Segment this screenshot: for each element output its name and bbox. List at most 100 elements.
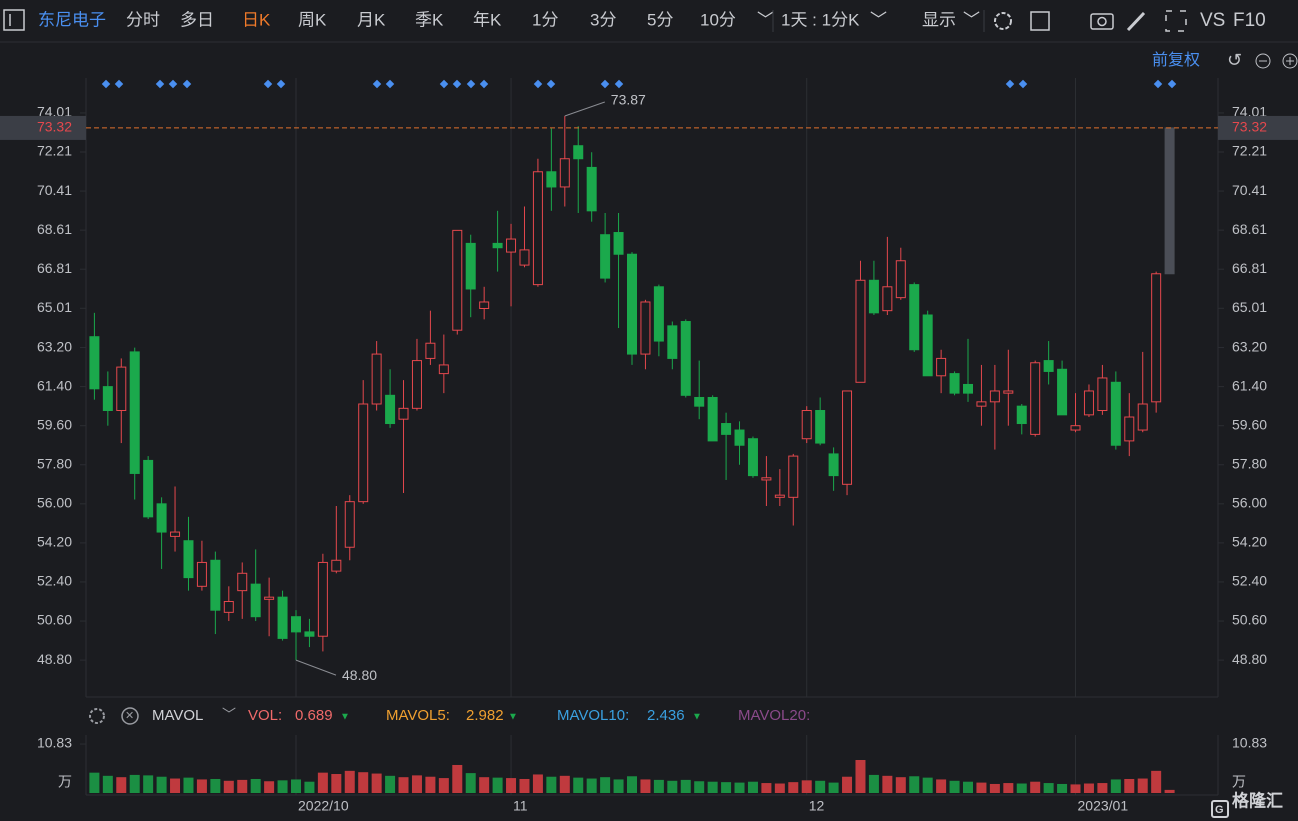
event-marker[interactable] xyxy=(452,79,462,89)
tab[interactable]: 3分 xyxy=(590,10,616,29)
x-tick-label: 2023/01 xyxy=(1078,798,1129,814)
y-tick-label-right: 63.20 xyxy=(1232,338,1267,354)
event-marker[interactable] xyxy=(155,79,165,89)
volume-bar xyxy=(774,783,785,793)
candle-body xyxy=(949,373,960,394)
vol-label: VOL: xyxy=(248,707,282,724)
event-marker[interactable] xyxy=(114,79,124,89)
volume-bar xyxy=(210,778,221,793)
event-marker[interactable] xyxy=(263,79,273,89)
volume-bar xyxy=(398,777,409,793)
candle-body xyxy=(1124,416,1135,442)
y-tick-label: 72.21 xyxy=(37,143,72,159)
candle-body xyxy=(371,353,382,405)
y-tick-label: 68.61 xyxy=(37,221,72,237)
tab[interactable]: 月K xyxy=(357,10,386,29)
ma-name: MAVOL10: xyxy=(557,707,629,724)
pencil-icon[interactable] xyxy=(1126,11,1146,32)
ma-name: MAVOL5: xyxy=(386,707,450,724)
indicator-close-x: ✕ xyxy=(125,710,134,722)
event-marker[interactable] xyxy=(182,79,192,89)
overlay-icon[interactable] xyxy=(1030,11,1050,31)
tab[interactable]: 周K xyxy=(298,10,327,29)
volume-bar xyxy=(559,775,570,793)
tab[interactable]: 日K xyxy=(242,10,271,29)
tab[interactable]: 5分 xyxy=(647,10,673,29)
candle-body xyxy=(143,459,154,518)
candle-body xyxy=(465,242,476,290)
volume-bar xyxy=(747,781,758,793)
v-tick-label: 10.83 xyxy=(37,735,72,751)
volume-bar xyxy=(237,779,248,793)
tab[interactable]: 年K xyxy=(473,10,502,29)
volume-bar xyxy=(922,777,933,793)
zoom-in[interactable] xyxy=(1282,53,1298,69)
candle-body xyxy=(304,631,315,637)
event-marker[interactable] xyxy=(479,79,489,89)
tab[interactable]: 1分 xyxy=(532,10,558,29)
event-marker[interactable] xyxy=(466,79,476,89)
candle-body xyxy=(358,403,369,503)
event-marker[interactable] xyxy=(385,79,395,89)
volume-bar xyxy=(680,779,691,793)
candle-body xyxy=(747,438,758,477)
event-marker[interactable] xyxy=(276,79,286,89)
chevron[interactable]: ﹀ xyxy=(222,707,236,723)
volume-bar xyxy=(546,776,557,793)
candle-body xyxy=(250,583,261,618)
period[interactable]: 1天 : 1分K xyxy=(781,10,860,29)
x-tick-label: 11 xyxy=(513,798,528,814)
volume-bar xyxy=(304,781,315,793)
volume-bar xyxy=(317,772,328,793)
candle-body xyxy=(291,616,301,633)
x-tick-label: 2022/10 xyxy=(298,798,349,814)
volume-bar xyxy=(385,775,396,793)
volume-bar xyxy=(465,773,476,793)
camera-icon[interactable] xyxy=(1090,13,1114,30)
candle-body xyxy=(170,531,181,537)
chevron[interactable]: ﹀ xyxy=(963,10,980,29)
candle-body xyxy=(895,260,906,299)
chevron[interactable]: ﹀ xyxy=(757,10,774,29)
y-tick-label-right: 52.40 xyxy=(1232,573,1267,589)
volume-bar xyxy=(250,778,261,793)
vs[interactable]: VS xyxy=(1200,10,1225,31)
volume-bar xyxy=(1164,789,1175,793)
tab[interactable]: 10分 xyxy=(700,10,736,29)
candle-body xyxy=(613,232,624,255)
chevron[interactable]: ﹀ xyxy=(870,10,887,29)
y-tick-label: 50.60 xyxy=(37,612,72,628)
volume-bar xyxy=(170,778,181,793)
f10[interactable]: F10 xyxy=(1233,10,1266,31)
candle-body xyxy=(653,286,664,342)
menu-icon[interactable] xyxy=(3,9,25,31)
indicator-close[interactable] xyxy=(121,707,139,725)
y-tick-label-right: 68.61 xyxy=(1232,221,1267,237)
event-marker[interactable] xyxy=(168,79,178,89)
event-marker[interactable] xyxy=(101,79,111,89)
display[interactable]: 显示 xyxy=(922,10,956,29)
down-arrow: ▼ xyxy=(508,712,518,723)
indicator-settings[interactable] xyxy=(89,708,105,724)
down-arrow: ▼ xyxy=(340,712,350,723)
y-tick-label: 52.40 xyxy=(37,573,72,589)
volume-bar xyxy=(344,770,355,793)
adjust[interactable]: 前复权 xyxy=(1152,51,1200,69)
expand-icon[interactable] xyxy=(1165,10,1187,32)
volume-bar xyxy=(102,775,113,793)
indicator-name[interactable]: MAVOL xyxy=(152,707,203,724)
candle-body xyxy=(506,238,517,253)
settings-icon[interactable] xyxy=(994,12,1012,30)
tab[interactable]: 季K xyxy=(415,10,444,29)
stock-name[interactable]: 东尼电子 xyxy=(38,10,106,29)
tab[interactable]: 分时 xyxy=(126,10,160,29)
candle-body xyxy=(586,166,597,212)
candle-body xyxy=(909,284,920,351)
y-tick-label-right: 59.60 xyxy=(1232,416,1267,432)
undo-icon[interactable]: ↺ xyxy=(1227,50,1242,70)
zoom-out[interactable] xyxy=(1255,53,1271,69)
event-marker[interactable] xyxy=(372,79,382,89)
v-tick-label-right: 10.83 xyxy=(1232,735,1267,751)
tab[interactable]: 多日 xyxy=(180,10,214,29)
event-marker[interactable] xyxy=(439,79,449,89)
